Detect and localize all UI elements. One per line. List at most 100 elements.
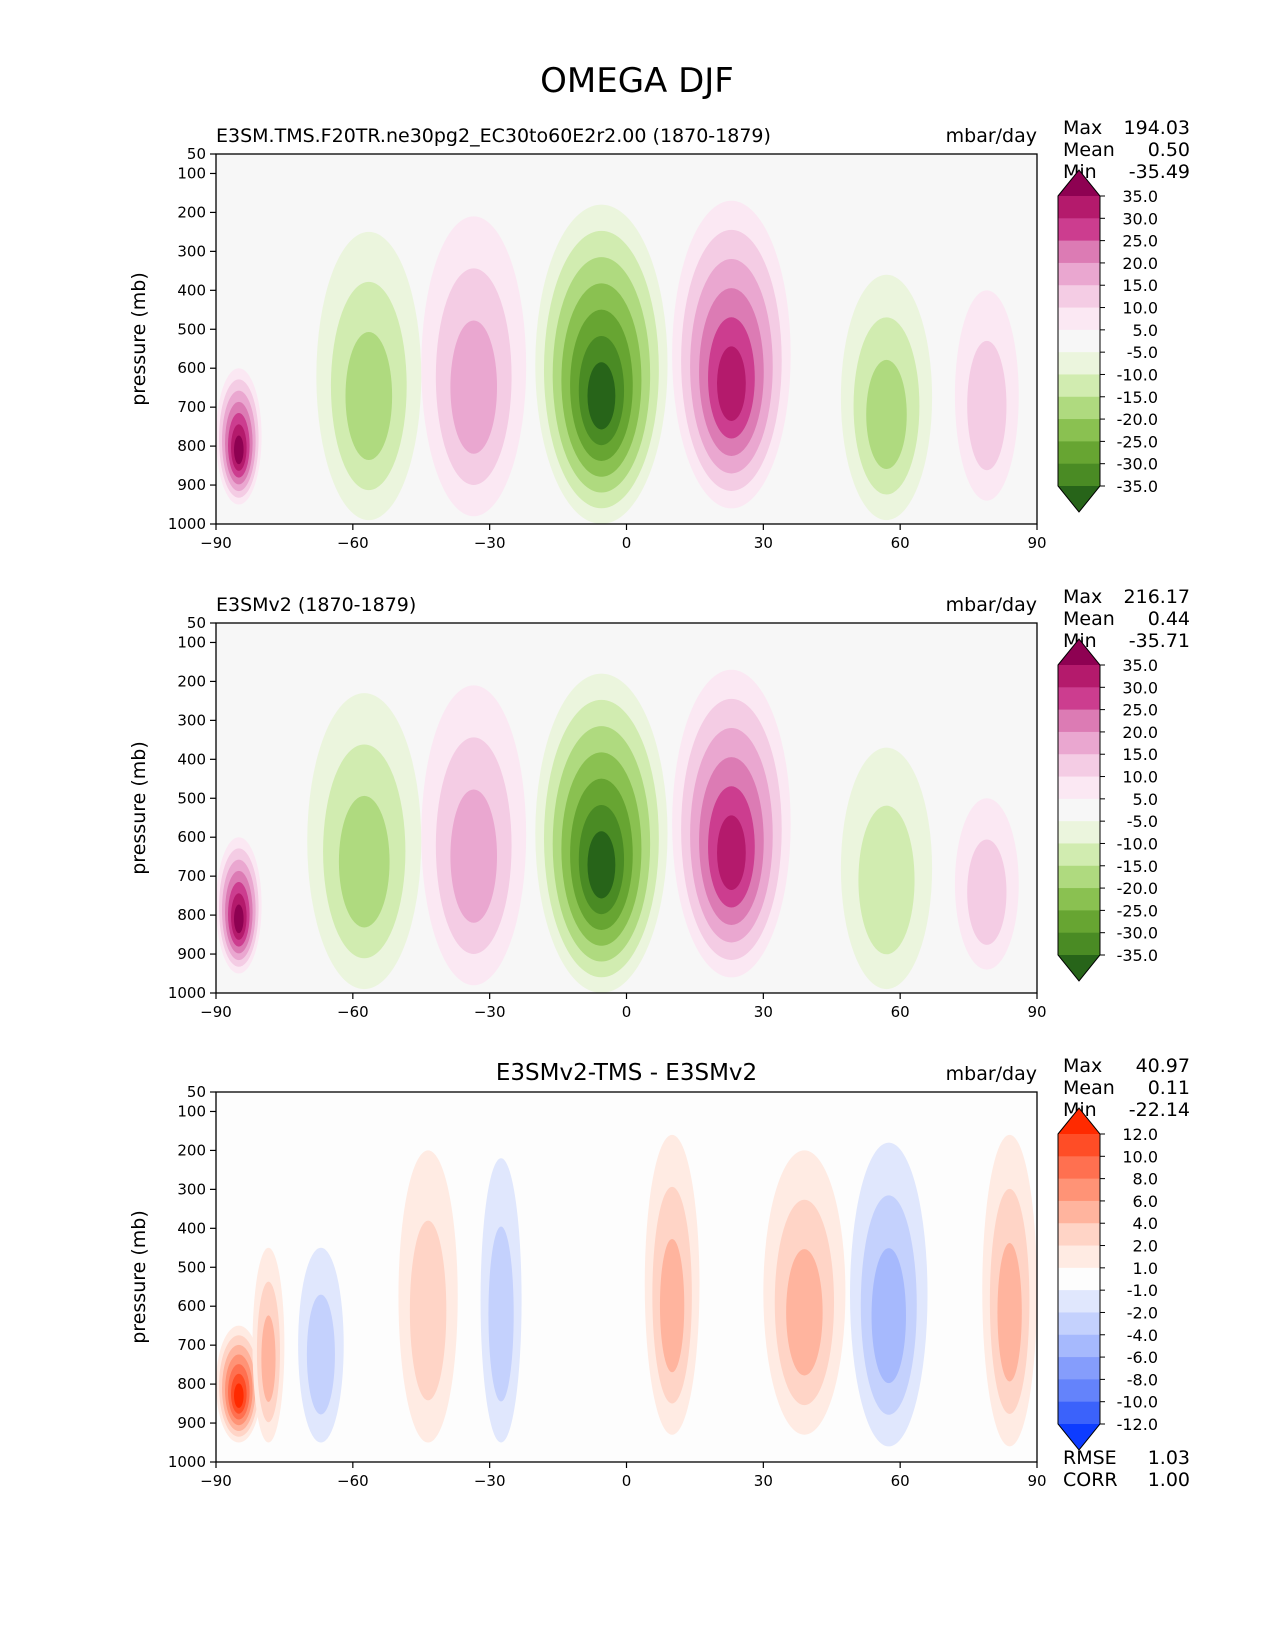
y-tick-label: 1000 bbox=[168, 1453, 206, 1471]
stat-label: Mean bbox=[1063, 139, 1115, 161]
y-tick-label: 300 bbox=[177, 1180, 206, 1198]
x-tick-label: −60 bbox=[337, 534, 369, 552]
y-tick-label: 900 bbox=[177, 476, 206, 494]
metric-label: RMSE bbox=[1063, 1447, 1117, 1469]
colorbar-segment bbox=[1058, 196, 1100, 219]
x-tick-label: 90 bbox=[1027, 1472, 1046, 1490]
colorbar-label: -15.0 bbox=[1117, 857, 1158, 876]
colorbar-segment bbox=[1058, 865, 1100, 889]
feature-7 bbox=[763, 1150, 846, 1435]
colorbar: 35.0 30.0 25.0 20.0 15.0 10.0 5.0 -5.0 -10.0 -15.… bbox=[1057, 169, 1158, 513]
colorbar-segment bbox=[1058, 843, 1100, 867]
y-tick-label: 300 bbox=[177, 711, 206, 729]
colorbar-label: 4.0 bbox=[1133, 1214, 1158, 1233]
stat-value: 0.50 bbox=[1148, 139, 1190, 161]
colorbar-segment bbox=[1058, 240, 1100, 264]
feature-2 bbox=[672, 200, 791, 509]
colorbar-label: -20.0 bbox=[1117, 410, 1158, 429]
y-tick-label: 200 bbox=[177, 1141, 206, 1159]
stat-label: Max bbox=[1063, 586, 1102, 608]
panel-title: E3SMv2 (1870-1879) bbox=[216, 594, 416, 616]
colorbar-label: -1.0 bbox=[1127, 1281, 1158, 1300]
x-tick-label: −60 bbox=[337, 1003, 369, 1021]
colorbar-segment bbox=[1058, 932, 1100, 956]
colorbar-label: 5.0 bbox=[1133, 790, 1158, 809]
y-tick-label: 700 bbox=[177, 1336, 206, 1354]
contour-field bbox=[216, 669, 1019, 993]
colorbar-label: -10.0 bbox=[1117, 834, 1158, 853]
y-tick-label: 800 bbox=[177, 906, 206, 924]
colorbar: 12.0 10.0 8.0 6.0 4.0 2.0 1.0 -1.0 -2.0 -4.0 -6.0 -… bbox=[1057, 1107, 1158, 1451]
y-tick-label: 50 bbox=[187, 614, 206, 632]
y-tick-label: 100 bbox=[177, 633, 206, 651]
colorbar-segment bbox=[1058, 419, 1100, 442]
colorbar-segment bbox=[1058, 218, 1100, 242]
y-tick-label: 500 bbox=[177, 789, 206, 807]
colorbar-segment bbox=[1058, 1267, 1100, 1291]
y-tick-label: 400 bbox=[177, 750, 206, 768]
colorbar-lower-extend bbox=[1058, 486, 1100, 512]
x-tick-label: 0 bbox=[622, 1472, 632, 1490]
colorbar: 35.0 30.0 25.0 20.0 15.0 10.0 5.0 -5.0 -10.0 -15.… bbox=[1057, 638, 1158, 982]
x-tick-label: 30 bbox=[754, 534, 773, 552]
colorbar-label: 2.0 bbox=[1133, 1237, 1158, 1256]
stat-value: -35.49 bbox=[1129, 161, 1190, 183]
x-tick-label: −90 bbox=[200, 1472, 232, 1490]
y-tick-label: 800 bbox=[177, 437, 206, 455]
metric-value: 1.00 bbox=[1148, 1469, 1190, 1491]
feature-4 bbox=[316, 231, 422, 521]
stat-value: 216.17 bbox=[1124, 586, 1190, 608]
colorbar-label: -30.0 bbox=[1117, 455, 1158, 474]
colorbar-label: 30.0 bbox=[1122, 209, 1158, 228]
y-tick-label: 100 bbox=[177, 164, 206, 182]
feature-5 bbox=[840, 747, 933, 990]
y-axis-label: pressure (mb) bbox=[128, 1210, 150, 1344]
colorbar-segment bbox=[1058, 888, 1100, 911]
feature-3 bbox=[421, 216, 527, 517]
x-tick-label: 30 bbox=[754, 1003, 773, 1021]
feature-6 bbox=[216, 837, 262, 974]
y-tick-label: 400 bbox=[177, 1219, 206, 1237]
stat-label: Mean bbox=[1063, 608, 1115, 630]
y-tick-label: 200 bbox=[177, 203, 206, 221]
x-tick-label: 90 bbox=[1027, 1003, 1046, 1021]
colorbar-segment bbox=[1058, 441, 1100, 465]
y-tick-label: 700 bbox=[177, 398, 206, 416]
feature-2 bbox=[252, 1247, 285, 1443]
colorbar-segment bbox=[1058, 665, 1100, 688]
y-axis-label: pressure (mb) bbox=[128, 272, 150, 406]
colorbar-segment bbox=[1058, 754, 1100, 778]
y-tick-label: 50 bbox=[187, 145, 206, 163]
stat-label: Mean bbox=[1063, 1077, 1115, 1099]
y-tick-label: 600 bbox=[177, 828, 206, 846]
colorbar-label: 1.0 bbox=[1133, 1259, 1158, 1278]
panel-title: E3SM.TMS.F20TR.ne30pg2_EC30to60E2r2.00 (… bbox=[216, 125, 771, 147]
colorbar-segment bbox=[1058, 709, 1100, 733]
colorbar-label: -20.0 bbox=[1117, 879, 1158, 898]
y-tick-label: 400 bbox=[177, 281, 206, 299]
colorbar-lower-extend bbox=[1058, 1424, 1100, 1450]
colorbar-segment bbox=[1058, 352, 1100, 375]
x-tick-label: −60 bbox=[337, 1472, 369, 1490]
feature-1 bbox=[216, 1325, 262, 1443]
stat-value: 0.11 bbox=[1148, 1077, 1190, 1099]
x-tick-label: −90 bbox=[200, 1003, 232, 1021]
y-tick-label: 1000 bbox=[168, 984, 206, 1002]
y-tick-label: 600 bbox=[177, 1297, 206, 1315]
colorbar-segment bbox=[1058, 687, 1100, 711]
colorbar-label: -4.0 bbox=[1127, 1326, 1158, 1345]
colorbar-segment bbox=[1058, 821, 1100, 844]
colorbar-label: -5.0 bbox=[1127, 343, 1158, 362]
colorbar-segment bbox=[1058, 329, 1100, 353]
figure-title: OMEGA DJF bbox=[540, 61, 734, 101]
colorbar-segment bbox=[1058, 374, 1100, 398]
colorbar-segment bbox=[1058, 776, 1100, 800]
feature-2 bbox=[672, 669, 791, 978]
colorbar-label: 25.0 bbox=[1122, 232, 1158, 251]
feature-4 bbox=[307, 693, 422, 990]
x-tick-label: −30 bbox=[474, 534, 506, 552]
x-tick-label: 0 bbox=[622, 1003, 632, 1021]
feature-3 bbox=[298, 1247, 344, 1443]
